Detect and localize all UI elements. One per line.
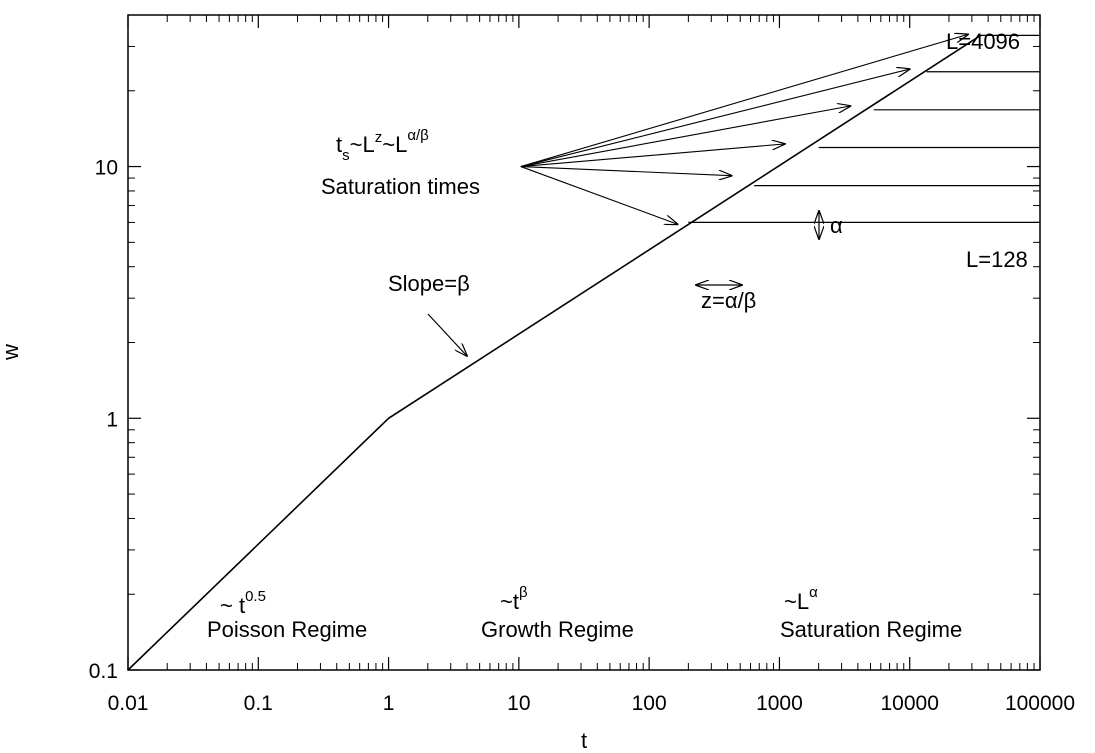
top-line-label: L=4096	[946, 29, 1020, 54]
saturation-sup: α	[809, 584, 818, 601]
poisson-scaling: ~ t0.5	[220, 588, 266, 618]
x-tick-labels: 0.01 0.1 1 10 100 1000 10000 100000	[108, 692, 1075, 715]
x-tick-label: 10000	[881, 692, 939, 715]
saturation-time-arrow	[520, 166, 678, 225]
bottom-line-label: L=128	[966, 247, 1028, 272]
saturation-time-arrow	[520, 144, 785, 168]
growth-curve-line	[127, 34, 982, 671]
x-tick-label: 1	[383, 692, 395, 715]
growth-regime-label: Growth Regime	[481, 617, 634, 642]
growth-scaling: ~tβ	[500, 584, 528, 614]
growth-curve	[127, 34, 982, 671]
x-tick-label: 0.1	[244, 692, 273, 715]
ts-z: z	[375, 129, 383, 146]
slope-label: Slope=β	[388, 271, 470, 296]
x-tick-label: 100	[632, 692, 667, 715]
saturation-time-arrow	[520, 69, 910, 168]
x-tick-label: 1000	[756, 692, 803, 715]
ts-sup: α/β	[407, 127, 429, 144]
y-tick-label: 10	[95, 157, 118, 180]
axis-ticks	[127, 14, 1041, 671]
saturation-regime-label: Saturation Regime	[780, 617, 962, 642]
saturation-lines	[688, 34, 1040, 223]
saturation-times-label: Saturation times	[321, 174, 480, 199]
saturation-time-arrow	[520, 106, 850, 168]
x-tick-label: 100000	[1005, 692, 1075, 715]
ts-t: t	[336, 132, 342, 157]
growth-sup: β	[519, 584, 528, 601]
ts-s: s	[342, 147, 350, 164]
saturation-scaling: ~Lα	[784, 584, 818, 614]
alpha-label: α	[830, 213, 843, 238]
x-tick-label: 10	[507, 692, 530, 715]
slope-arrow	[427, 313, 467, 356]
saturation-tilde: ~L	[784, 589, 809, 614]
saturation-time-arrow	[520, 34, 968, 168]
y-tick-label: 1	[106, 408, 118, 431]
ts-mid2: ~L	[382, 132, 407, 157]
y-axis-label: w	[0, 344, 23, 361]
y-tick-label: 0.1	[89, 660, 118, 683]
saturation-time-arrow	[520, 166, 732, 176]
plot-frame	[127, 14, 1041, 671]
ts-mid: ~L	[350, 132, 375, 157]
growth-tilde: ~t	[500, 589, 519, 614]
poisson-sup: 0.5	[245, 588, 266, 605]
x-axis-label: t	[581, 728, 587, 753]
poisson-tilde: ~ t	[220, 593, 245, 618]
saturation-time-arrows	[520, 34, 968, 225]
ts-formula: ts~Lz~Lα/β	[336, 127, 429, 164]
z-label: z=α/β	[701, 288, 756, 313]
x-tick-label: 0.01	[108, 692, 149, 715]
poisson-regime-label: Poisson Regime	[207, 617, 367, 642]
y-tick-labels: 0.1 1 10	[89, 157, 118, 683]
